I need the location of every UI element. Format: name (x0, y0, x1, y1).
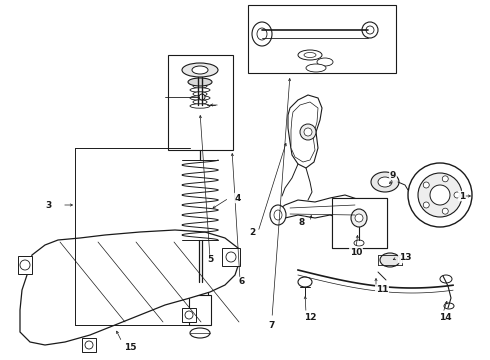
Text: 8: 8 (299, 217, 305, 226)
Polygon shape (291, 102, 318, 162)
Bar (189, 295, 211, 325)
Ellipse shape (440, 275, 452, 283)
Ellipse shape (190, 104, 210, 108)
Ellipse shape (355, 214, 363, 222)
Circle shape (20, 260, 30, 270)
Circle shape (423, 202, 429, 208)
Polygon shape (20, 230, 240, 345)
Ellipse shape (182, 63, 218, 77)
Ellipse shape (298, 277, 312, 287)
Ellipse shape (371, 172, 399, 192)
Bar (248, 5, 396, 73)
Ellipse shape (193, 92, 207, 96)
Circle shape (185, 311, 193, 319)
Bar (18, 256, 32, 274)
Circle shape (442, 176, 448, 182)
Circle shape (199, 94, 205, 100)
Ellipse shape (270, 205, 286, 225)
Bar (332, 198, 387, 248)
Text: 11: 11 (376, 285, 388, 294)
Text: 13: 13 (399, 253, 411, 262)
Ellipse shape (360, 200, 376, 220)
Text: 10: 10 (350, 248, 362, 257)
Circle shape (430, 185, 450, 205)
Ellipse shape (306, 64, 326, 72)
Ellipse shape (354, 240, 364, 246)
Circle shape (442, 208, 448, 214)
Ellipse shape (338, 212, 346, 218)
Text: 14: 14 (439, 314, 451, 323)
Ellipse shape (190, 96, 210, 100)
Text: 2: 2 (249, 228, 255, 237)
Bar (332, 198, 387, 248)
Ellipse shape (188, 78, 212, 86)
Text: 15: 15 (124, 343, 136, 352)
Circle shape (226, 252, 236, 262)
Bar (192, 282, 208, 312)
Ellipse shape (193, 84, 207, 88)
Ellipse shape (380, 253, 400, 267)
Ellipse shape (351, 209, 367, 227)
Text: 7: 7 (269, 320, 275, 329)
Ellipse shape (193, 100, 207, 104)
Circle shape (423, 182, 429, 188)
Bar (222, 248, 240, 266)
Bar (182, 308, 196, 322)
Bar (82, 338, 96, 352)
Ellipse shape (364, 205, 372, 215)
Text: 9: 9 (390, 171, 396, 180)
Ellipse shape (257, 28, 267, 40)
Polygon shape (278, 195, 368, 222)
Ellipse shape (304, 53, 316, 58)
Ellipse shape (190, 88, 210, 92)
Circle shape (85, 341, 93, 349)
Text: 5: 5 (207, 256, 213, 265)
Ellipse shape (192, 66, 208, 74)
Ellipse shape (362, 22, 378, 38)
Ellipse shape (317, 58, 333, 66)
Ellipse shape (298, 50, 322, 60)
Ellipse shape (378, 177, 392, 187)
Text: 1: 1 (459, 192, 465, 201)
Text: 12: 12 (304, 314, 316, 323)
Ellipse shape (252, 22, 272, 46)
Text: 4: 4 (235, 194, 241, 202)
Circle shape (418, 173, 462, 217)
Text: 6: 6 (239, 278, 245, 287)
Circle shape (300, 124, 316, 140)
Circle shape (454, 192, 460, 198)
Ellipse shape (274, 210, 282, 220)
Bar (168, 55, 233, 150)
Ellipse shape (444, 303, 454, 309)
Ellipse shape (366, 26, 374, 34)
Text: 3: 3 (45, 201, 51, 210)
Polygon shape (288, 95, 322, 168)
Circle shape (408, 163, 472, 227)
Ellipse shape (190, 80, 210, 84)
Ellipse shape (334, 209, 350, 221)
Circle shape (304, 128, 312, 136)
Ellipse shape (190, 328, 210, 338)
